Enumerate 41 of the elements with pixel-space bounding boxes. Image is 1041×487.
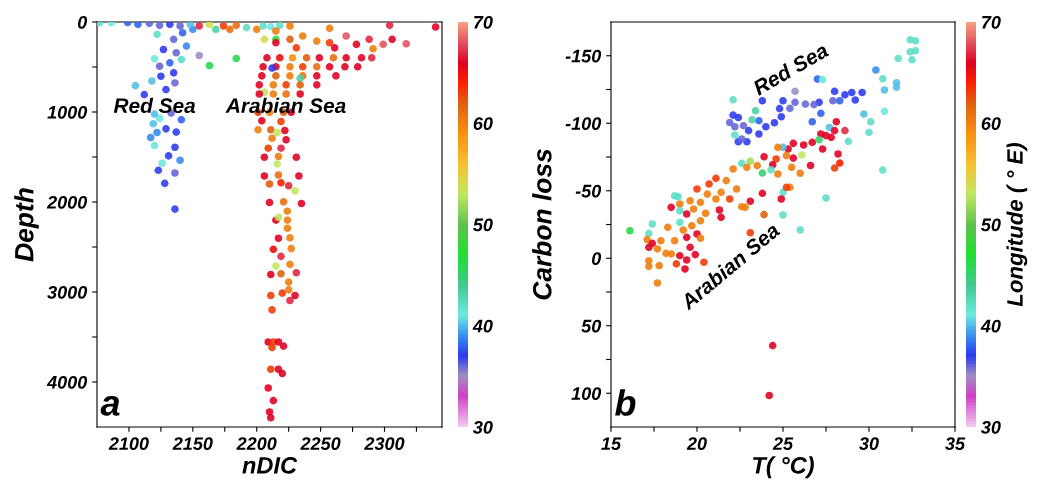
color-bar-label: 50	[473, 218, 493, 232]
annotation: Red Sea	[751, 41, 830, 96]
y-tick-label: 0	[77, 15, 88, 29]
y-tick-label: 100	[571, 387, 602, 400]
x-tick-label: 2100	[108, 437, 149, 450]
x-axis-title: nDIC	[242, 456, 298, 474]
y-tick-label: 0	[591, 252, 602, 265]
x-tick-label: 35	[945, 437, 966, 450]
x-tick-label: 2250	[300, 437, 341, 450]
y-tick-label: 2000	[46, 195, 88, 209]
color-bar-label: 50	[981, 218, 1001, 232]
annotation: b	[615, 389, 636, 416]
annotation: Arabian Sea	[225, 97, 346, 114]
color-bar-label: 60	[473, 117, 493, 130]
y-tick-label: 4000	[46, 375, 88, 389]
color-bar-label: 40	[980, 319, 1001, 333]
y-tick-label: -50	[575, 184, 602, 198]
x-tick-label: 2200	[236, 437, 277, 450]
x-tick-label: 25	[772, 437, 794, 450]
color-bar-label: 70	[982, 15, 1001, 29]
y-axis-title: Carbon loss	[532, 149, 552, 300]
annotation: a	[100, 396, 120, 416]
x-axis-title: T( °C)	[753, 456, 814, 479]
color-bar-label: 70	[474, 15, 493, 29]
y-axis-title: Depth	[14, 188, 39, 262]
y-tick-label: -100	[565, 117, 602, 130]
color-bar-label: 30	[981, 420, 1001, 434]
x-tick-label: 15	[601, 437, 622, 450]
color-bar-label: 60	[981, 117, 1001, 130]
annotation: Red Sea	[113, 97, 196, 114]
y-tick-label: 50	[581, 319, 602, 333]
color-bar-label: 30	[473, 420, 493, 434]
x-tick-label: 2150	[172, 437, 213, 450]
x-tick-label: 20	[686, 437, 707, 450]
y-tick-label: 3000	[47, 285, 88, 299]
color-bar-label: 40	[472, 319, 493, 333]
x-tick-label: 30	[859, 437, 879, 450]
y-tick-label: -150	[565, 49, 602, 63]
color-bar-title: Longitude ( ° E)	[1006, 142, 1028, 307]
y-tick-label: 1000	[47, 105, 88, 119]
x-tick-label: 2300	[364, 437, 405, 450]
